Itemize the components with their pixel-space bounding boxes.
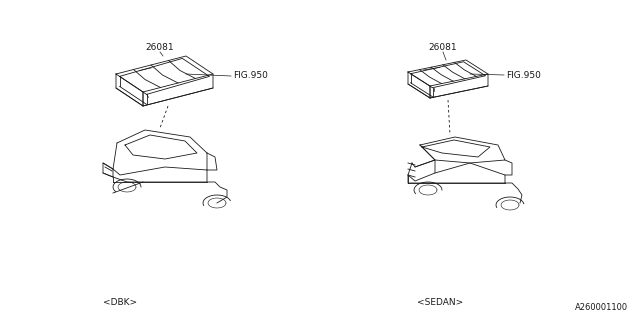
Text: 26081: 26081	[146, 43, 174, 52]
Text: <SEDAN>: <SEDAN>	[417, 298, 463, 307]
Text: A260001100: A260001100	[575, 303, 628, 312]
Text: 26081: 26081	[429, 43, 458, 52]
Text: <DBK>: <DBK>	[103, 298, 137, 307]
Text: FIG.950: FIG.950	[233, 71, 268, 81]
Text: FIG.950: FIG.950	[506, 70, 541, 79]
